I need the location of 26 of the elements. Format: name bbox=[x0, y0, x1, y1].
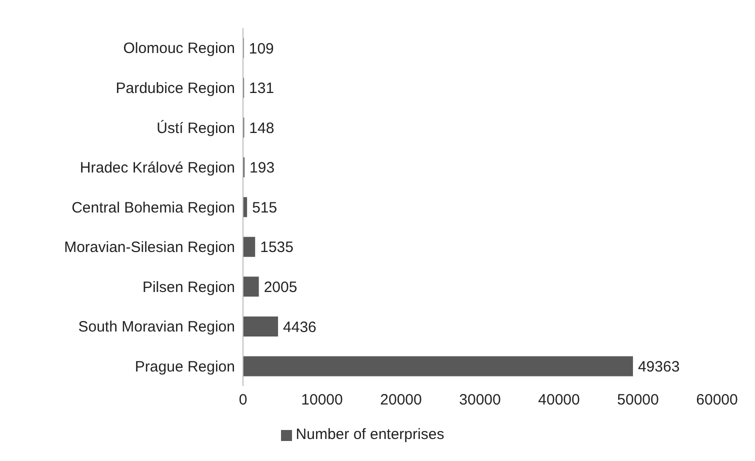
y-tick-label: Moravian-Silesian Region bbox=[64, 239, 235, 256]
y-tick-label: Prague Region bbox=[134, 358, 235, 376]
x-tick-label: 10000 bbox=[301, 392, 343, 409]
data-label: 515 bbox=[252, 199, 278, 216]
data-label: 49363 bbox=[638, 358, 680, 376]
data-label: 4436 bbox=[283, 318, 316, 336]
x-tick-label: 20000 bbox=[380, 392, 422, 409]
data-label: 1535 bbox=[260, 239, 294, 256]
data-label: 148 bbox=[249, 120, 274, 137]
x-tick-label: 60000 bbox=[696, 392, 738, 409]
y-tick-label: Ústí Region bbox=[156, 118, 235, 137]
y-tick-label: South Moravian Region bbox=[78, 318, 235, 336]
data-label: 193 bbox=[250, 160, 275, 177]
data-label: 131 bbox=[249, 80, 274, 98]
legend-label: Number of enterprises bbox=[296, 426, 444, 443]
x-tick-label: 30000 bbox=[459, 392, 501, 409]
x-tick-label: 40000 bbox=[538, 392, 580, 409]
x-tick-label: 0 bbox=[238, 392, 248, 409]
y-tick-label: Olomouc Region bbox=[123, 40, 235, 58]
data-label: 2005 bbox=[264, 278, 298, 296]
x-tick-label: 50000 bbox=[617, 392, 659, 409]
y-tick-label: Pilsen Region bbox=[142, 278, 235, 296]
y-tick-label: Central Bohemia Region bbox=[72, 199, 235, 216]
y-tick-label: Pardubice Region bbox=[116, 80, 235, 97]
data-label: 109 bbox=[248, 40, 274, 58]
y-tick-label: Hradec Králové Region bbox=[80, 160, 235, 177]
